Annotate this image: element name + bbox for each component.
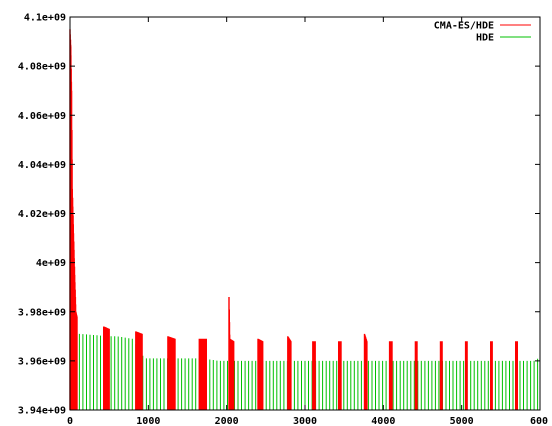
- x-tick-label: 4000: [371, 416, 395, 426]
- x-tick-label: 5000: [450, 416, 474, 426]
- series-cma-es-hde-segment: [257, 338, 264, 410]
- x-tick-label: 1000: [136, 416, 160, 426]
- series-cma-es-hde-segment: [490, 341, 493, 410]
- plot-area: [69, 29, 539, 410]
- x-tick-label: 600: [530, 416, 548, 426]
- series-cma-es-hde-segment: [515, 341, 518, 410]
- axes: 3.94e+09 3.96e+09 3.98e+09 4e+09 4.02e+09 4.0…: [18, 13, 548, 426]
- y-tick-label: 3.96e+09: [18, 356, 66, 367]
- y-tick-label: 4.1e+09: [24, 13, 66, 24]
- series-cma-es-hde-segment: [228, 297, 235, 410]
- series-cma-es-hde-segment: [388, 341, 393, 410]
- series-cma-es-hde-segment: [439, 341, 443, 410]
- x-tick-label: 2000: [215, 416, 239, 426]
- y-tick-label: 3.94e+09: [18, 406, 66, 417]
- series-cma-es-hde-segment: [363, 333, 368, 410]
- x-tick-label: 3000: [293, 416, 317, 426]
- series-cma-es-hde-segment: [312, 341, 316, 410]
- y-tick-label: 4.02e+09: [18, 209, 66, 220]
- series-cma-es-hde-segment: [167, 336, 176, 410]
- series-cma-es-hde-segment: [287, 336, 292, 410]
- series-hde-line: [78, 333, 539, 410]
- series-cma-es-hde-segment: [338, 341, 342, 410]
- legend-label: HDE: [476, 33, 494, 44]
- y-tick-label: 4e+09: [36, 258, 66, 269]
- y-tick-label: 4.04e+09: [18, 160, 66, 171]
- series-cma-es-hde-segment: [198, 338, 207, 410]
- series-cma-es-hde-segment: [103, 326, 110, 410]
- x-tick-label: 0: [67, 416, 73, 426]
- series-cma-es-hde-segment: [69, 29, 78, 410]
- y-tick-label: 4.06e+09: [18, 111, 66, 122]
- series-cma-es-hde-segment: [135, 331, 143, 410]
- y-tick-label: 4.08e+09: [18, 62, 66, 73]
- series-cma-es-hde-segment: [414, 341, 418, 410]
- legend-label: CMA-ES/HDE: [434, 21, 494, 32]
- y-tick-label: 3.98e+09: [18, 307, 66, 318]
- series-cma-es-hde-segment: [464, 341, 468, 410]
